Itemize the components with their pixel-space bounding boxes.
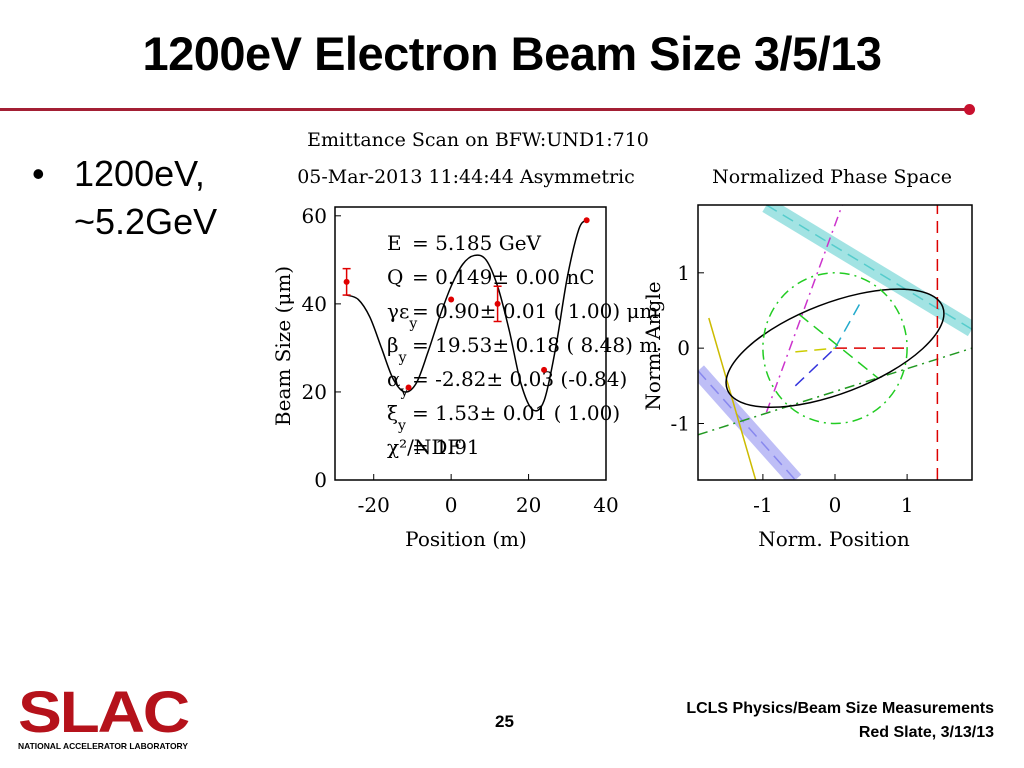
chart2-line: [798, 313, 879, 379]
chart1-ytick-label: 40: [302, 292, 327, 316]
emittance-scan-chart: Emittance Scan on BFW:UND1:710 05-Mar-20…: [271, 129, 659, 551]
chart1-annotation-value: = 0.149± 0.00 nC: [412, 265, 595, 289]
chart1-annotation-sub: y: [398, 350, 407, 366]
footer-line-2: Red Slate, 3/13/13: [858, 724, 994, 741]
bullet-line-2: ~5.2GeV: [74, 201, 218, 242]
chart1-annotation-value: = 1.91: [412, 435, 480, 459]
chart1-xtick-label: -20: [358, 493, 390, 517]
chart1-annotation-value: = 1.53± 0.01 ( 1.00): [412, 401, 620, 425]
chart1-data-point: [448, 296, 455, 303]
chart2-ytick-label: -1: [671, 411, 690, 435]
chart2-xtick-label: 1: [901, 493, 914, 517]
chart2-ellipse: [762, 272, 908, 425]
chart1-xlabel: Position (m): [405, 527, 527, 551]
chart1-annotation: ξy = 1.53± 0.01 ( 1.00): [387, 401, 620, 434]
title-rule: [0, 108, 968, 111]
chart1-subtitle: 05-Mar-2013 11:44:44 Asymmetric: [297, 166, 635, 188]
chart1-annotation: γεy= 0.90± 0.01 ( 1.00) μm: [387, 299, 659, 332]
chart1-data-point: [583, 217, 590, 224]
slac-logo: SLAC NATIONAL ACCELERATOR LABORATORY: [18, 686, 191, 751]
chart1-data-point: [405, 384, 412, 391]
chart1-annotation: Q = 0.149± 0.00 nC: [387, 265, 595, 289]
chart1-annotation: αy= -2.82± 0.03 (-0.84): [387, 367, 627, 400]
chart2-ytick-label: 1: [677, 261, 690, 285]
chart1-data-point: [343, 278, 350, 285]
chart1-annotation-label: Q: [387, 265, 403, 289]
chart1-annotation: E = 5.185 GeV: [387, 231, 542, 255]
chart1-ytick-label: 20: [302, 380, 327, 404]
title-rule-dot: [964, 104, 975, 115]
footer-info: LCLS Physics/Beam Size Measurements Red …: [686, 697, 994, 745]
chart1-data-point: [494, 300, 501, 307]
bullet-line-1: 1200eV,: [74, 153, 205, 194]
chart1-plot-frame: [334, 206, 607, 481]
chart2-line: [765, 205, 843, 413]
phase-space-chart: Normalized Phase Space -1 0 1 -1 0 1 Norm. Po…: [641, 166, 973, 551]
chart2-line: [834, 302, 861, 349]
logo-subtitle: NATIONAL ACCELERATOR LABORATORY: [18, 742, 189, 751]
chart1-annotation-label: E: [387, 231, 402, 255]
chart2-xtick-label: -1: [753, 493, 772, 517]
chart2-line: [698, 370, 796, 480]
chart2-title: Normalized Phase Space: [712, 166, 952, 188]
chart2-line: [698, 347, 972, 436]
chart2-xtick-label: 0: [829, 493, 842, 517]
chart2-xlabel: Norm. Position: [758, 527, 910, 551]
chart1-annotation-sub: y: [397, 418, 406, 434]
chart2-ellipse: [725, 288, 945, 408]
chart1-annotation-label: β: [387, 333, 399, 357]
chart2-ylabel: Norm. Angle: [641, 281, 665, 410]
chart1-xtick-label: 40: [593, 493, 618, 517]
bullet-text: 1200eV, ~5.2GeV: [74, 150, 217, 246]
chart2-line: [794, 347, 836, 387]
chart1-annotation-label: χ²/NDF: [387, 435, 461, 459]
footer-line-1: LCLS Physics/Beam Size Measurements: [686, 700, 994, 717]
chart1-ytick-label: 60: [302, 204, 327, 228]
chart1-annotation-value: = 0.90± 0.01 ( 1.00) μm: [412, 299, 659, 323]
chart1-annotation-value: = 5.185 GeV: [412, 231, 542, 255]
page-number: 25: [495, 712, 514, 731]
chart1-xtick-label: 0: [445, 493, 458, 517]
chart1-fit-curve: [346, 219, 588, 412]
slide-title: 1200eV Electron Beam Size 3/5/13: [142, 27, 882, 80]
chart1-annotation: χ²/NDF= 1.91: [387, 435, 480, 459]
chart2-line: [708, 317, 757, 480]
chart2-line: [795, 347, 836, 353]
chart1-annotation-label: ξ: [387, 401, 398, 425]
chart1-ytick-label: 0: [314, 468, 327, 492]
chart1-ylabel: Beam Size (μm): [271, 266, 295, 426]
chart1-title: Emittance Scan on BFW:UND1:710: [307, 129, 649, 151]
chart1-annotation-sub: y: [408, 316, 417, 332]
logo-wordmark: SLAC: [18, 686, 189, 745]
chart2-ytick-label: 0: [677, 336, 690, 360]
chart1-annotation-value: = 19.53± 0.18 ( 8.48) m: [412, 333, 658, 357]
chart1-annotation-label: γε: [387, 299, 409, 323]
bullet-marker: •: [32, 153, 45, 194]
chart1-data-point: [541, 366, 548, 373]
chart1-xtick-label: 20: [516, 493, 541, 517]
chart1-annotation: βy = 19.53± 0.18 ( 8.48) m: [387, 333, 658, 366]
